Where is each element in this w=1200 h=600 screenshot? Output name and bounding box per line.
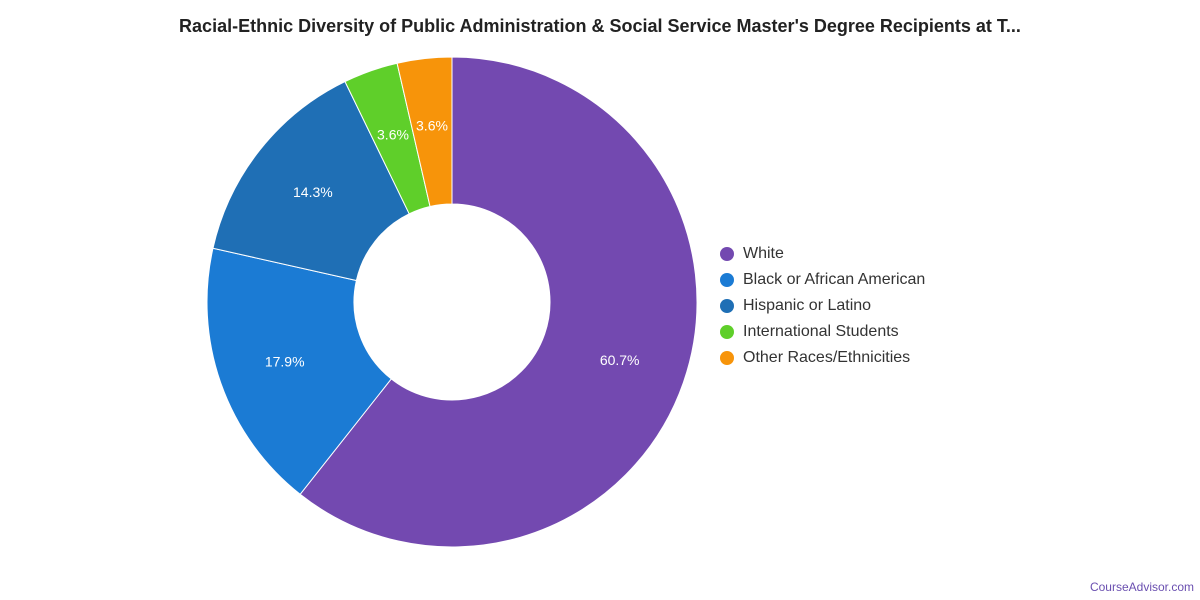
chart-title: Racial-Ethnic Diversity of Public Admini… [179,16,1021,36]
slice-labels-group: 60.7% 17.9% 14.3% 3.6% 3.6% [265,118,640,370]
legend-swatch [720,247,734,261]
legend: White Black or African American Hispanic o… [720,241,925,371]
legend-item-other-races-ethnicities: Other Races/Ethnicities [720,345,925,371]
slice-label-other-races-ethnicities: 3.6% [416,118,448,134]
slice-black-or-african-american [206,247,392,495]
slice-label-black-or-african-american: 17.9% [265,353,305,369]
legend-label: International Students [743,323,899,340]
legend-item-hispanic-or-latino: Hispanic or Latino [720,293,925,319]
legend-item-black-or-african-american: Black or African American [720,267,925,293]
legend-swatch [720,351,734,365]
legend-label: White [743,245,784,262]
slice-label-international-students: 3.6% [377,127,409,143]
legend-label: Hispanic or Latino [743,297,872,314]
slice-white [299,56,698,548]
legend-label: Other Races/Ethnicities [743,349,911,366]
legend-swatch [720,299,734,313]
slices-group [206,56,698,548]
legend-swatch [720,273,734,287]
watermark: CourseAdvisor.com [1089,580,1194,594]
legend-item-international-students: International Students [720,319,925,345]
slice-hispanic-or-latino [212,80,410,282]
slice-label-hispanic-or-latino: 14.3% [293,184,333,200]
slice-label-white: 60.7% [600,352,640,368]
slice-other-races-ethnicities [396,56,453,208]
legend-item-white: White [720,241,925,267]
legend-swatch [720,325,734,339]
legend-label: Black or African American [743,271,926,288]
